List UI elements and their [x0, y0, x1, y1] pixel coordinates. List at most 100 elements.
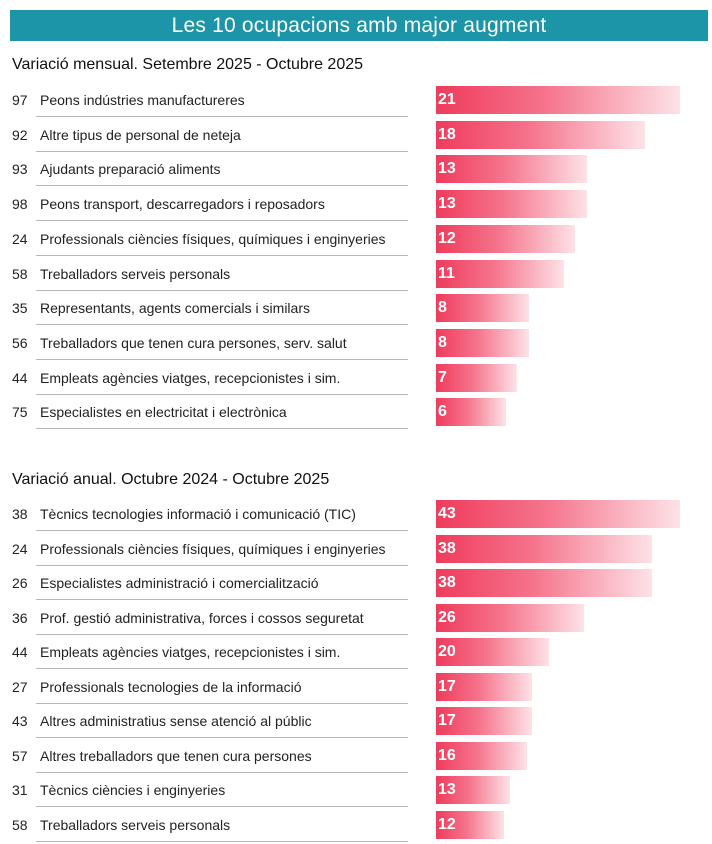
occupation-code: 44	[12, 644, 28, 660]
bar	[436, 363, 518, 392]
occupation-code: 56	[12, 334, 28, 351]
category-label: Especialistes administració i comerciali…	[40, 575, 319, 591]
category-label: Empleats agències viatges, recepcioniste…	[40, 369, 341, 386]
bar-value-label: 6	[438, 403, 447, 421]
annual-bar-row: 43 Altres administratius sense atenció al…	[0, 704, 712, 738]
bar-value-label: 12	[438, 815, 456, 833]
bar	[436, 398, 506, 427]
category-label: Peons indústries manufactureres	[40, 92, 245, 108]
bar-value-label: 12	[438, 229, 456, 247]
bar	[436, 500, 680, 528]
bar-value-label: 21	[438, 91, 456, 108]
category-label: Especialistes en electricitat i electròn…	[40, 404, 287, 421]
bar	[436, 534, 652, 563]
occupation-code: 26	[12, 575, 28, 591]
occupation-code: 58	[12, 816, 28, 833]
category-label: Ajudants preparació aliments	[40, 161, 221, 178]
bar	[436, 120, 646, 149]
annual-bar-row: 57 Altres treballadors que tenen cura per…	[0, 739, 712, 773]
row-divider	[36, 289, 408, 291]
row-divider	[36, 393, 408, 395]
occupation-code: 24	[12, 230, 28, 247]
annual-bar-row: 44 Empleats agències viatges, recepcionis…	[0, 635, 712, 669]
bar-value-label: 26	[438, 608, 456, 626]
annual-bar-row: 24 Professionals ciències físiques, quími…	[0, 532, 712, 566]
row-divider	[36, 599, 408, 600]
bar	[436, 259, 564, 288]
bar-value-label: 38	[438, 539, 456, 557]
bar	[436, 776, 510, 804]
monthly-bar-row: 98 Peons transport, descarregadors i repo…	[0, 187, 712, 222]
occupation-code: 43	[12, 713, 28, 729]
row-divider	[36, 530, 408, 531]
occupation-code: 98	[12, 196, 28, 213]
monthly-section-title: Variació mensual. Setembre 2025 - Octubr…	[12, 56, 364, 73]
category-label: Professionals ciències físiques, químiqu…	[40, 540, 386, 557]
monthly-bar-row: 92 Altre tipus de personal de neteja 18	[0, 118, 712, 152]
bar-value-label: 17	[438, 712, 456, 729]
chart-banner-title: Les 10 ocupacions amb major augment	[10, 10, 708, 41]
occupation-code: 35	[12, 300, 28, 317]
category-label: Empleats agències viatges, recepcioniste…	[40, 644, 341, 660]
annual-bar-row: 26 Especialistes administració i comercia…	[0, 566, 712, 600]
category-label: Tècnics tecnologies informació i comunic…	[40, 506, 356, 522]
occupation-code: 24	[12, 540, 28, 557]
occupation-code: 31	[12, 782, 28, 798]
monthly-bar-row: 93 Ajudants preparació aliments 13	[0, 152, 712, 187]
monthly-bar-row: 58 Treballadors serveis personals 11	[0, 257, 712, 291]
bar-value-label: 13	[438, 781, 456, 798]
occupation-code: 57	[12, 747, 28, 764]
occupation-code: 75	[12, 404, 28, 421]
category-label: Professionals tecnologies de la informac…	[40, 678, 302, 695]
monthly-bar-row: 56 Treballadors que tenen cura persones, …	[0, 326, 712, 360]
category-label: Professionals ciències físiques, químiqu…	[40, 230, 386, 247]
annual-bar-row: 27 Professionals tecnologies de la inform…	[0, 670, 712, 704]
row-divider	[36, 428, 408, 430]
annual-section-title: Variació anual. Octubre 2024 - Octubre 2…	[12, 471, 330, 488]
category-label: Prof. gestió administrativa, forces i co…	[40, 609, 364, 626]
bar-value-label: 18	[438, 125, 456, 143]
bar-value-label: 43	[438, 505, 456, 522]
bar	[436, 707, 533, 735]
row-divider	[36, 702, 408, 704]
row-divider	[36, 254, 408, 256]
occupation-code: 58	[12, 265, 28, 282]
bar	[436, 190, 588, 219]
category-label: Altres treballadors que tenen cura perso…	[40, 747, 312, 764]
category-label: Treballadors serveis personals	[40, 816, 231, 833]
bar-value-label: 8	[438, 299, 447, 317]
row-divider	[36, 324, 408, 326]
category-label: Tècnics ciències i enginyeries	[40, 782, 226, 798]
row-divider	[36, 564, 408, 566]
bar-value-label: 20	[438, 643, 456, 660]
occupation-code: 92	[12, 126, 28, 143]
bar	[436, 224, 576, 253]
bar	[436, 638, 550, 666]
bar-value-label: 13	[438, 195, 456, 213]
category-label: Representants, agents comercials i simil…	[40, 300, 310, 317]
row-divider	[36, 220, 408, 222]
monthly-bar-row: 24 Professionals ciències físiques, quími…	[0, 222, 712, 256]
bar-value-label: 16	[438, 746, 456, 764]
bar-value-label: 11	[438, 264, 455, 282]
annual-bar-row: 38 Tècnics tecnologies informació i comun…	[0, 497, 712, 531]
bar-value-label: 17	[438, 677, 456, 695]
row-divider	[36, 668, 408, 669]
occupation-code: 38	[12, 506, 28, 522]
row-divider	[36, 116, 408, 117]
row-divider	[36, 737, 408, 738]
bar	[436, 86, 680, 114]
row-divider	[36, 150, 408, 152]
bar	[436, 810, 505, 839]
row-divider	[36, 358, 408, 360]
occupation-code: 36	[12, 609, 28, 626]
row-divider	[36, 806, 408, 807]
bar	[436, 294, 529, 323]
occupation-code: 97	[12, 92, 28, 108]
annual-bar-row: 58 Treballadors serveis personals 12	[0, 808, 712, 842]
bar	[436, 569, 652, 597]
occupation-code: 93	[12, 161, 28, 178]
category-label: Peons transport, descarregadors i reposa…	[40, 196, 325, 213]
bar-value-label: 13	[438, 160, 456, 178]
row-divider	[36, 185, 408, 187]
